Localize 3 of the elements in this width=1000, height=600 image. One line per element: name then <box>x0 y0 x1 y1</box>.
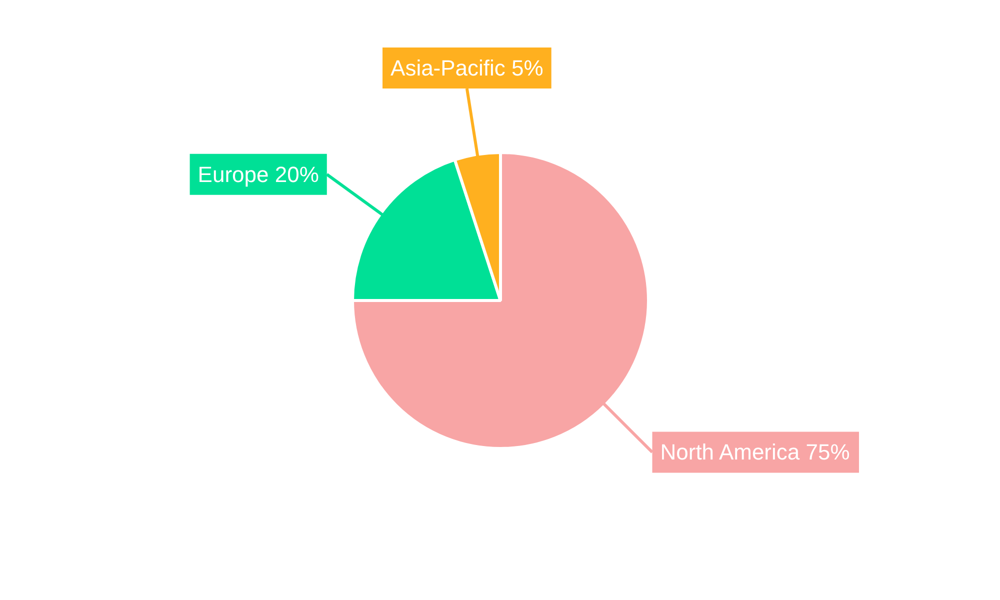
slice-label: Europe 20% <box>198 162 319 187</box>
slice-label: Asia-Pacific 5% <box>390 56 544 81</box>
slice-label: North America 75% <box>660 440 850 465</box>
